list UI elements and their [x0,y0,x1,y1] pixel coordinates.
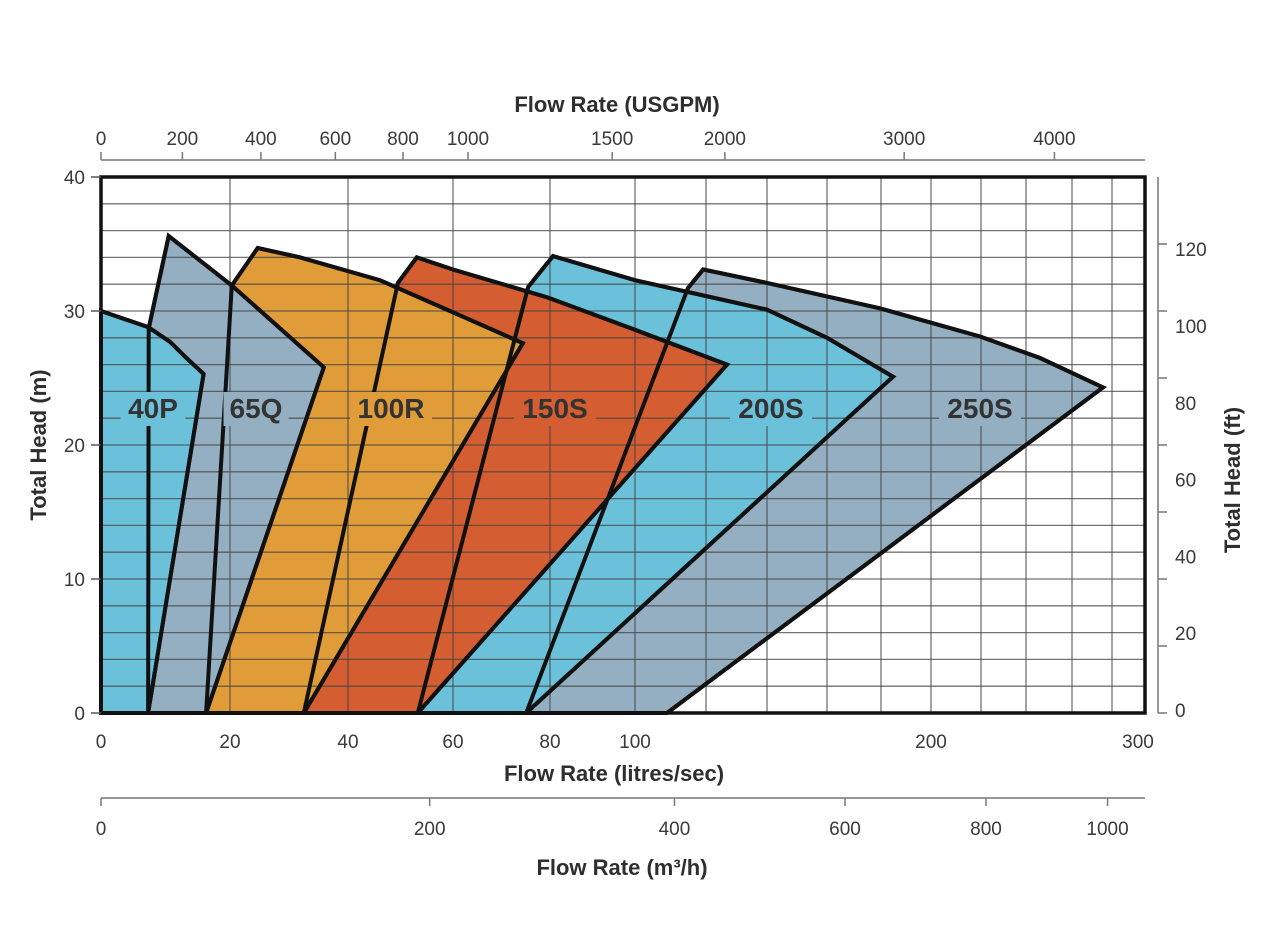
bottom2-axis-tick-label: 600 [829,819,861,840]
pump-label-bg-250s [939,392,1021,426]
bottom2-axis-title: Flow Rate (m³/h) [536,855,707,880]
bottom-axis-tick-label: 80 [539,732,560,753]
left-axis-title: Total Head (m) [26,369,51,520]
right-axis-tick-label: 80 [1175,394,1196,415]
pump-label-100r: 100R [358,393,425,424]
left-axis-tick-label: 0 [74,704,85,725]
right-axis-tick-label: 60 [1175,471,1196,492]
top-axis-tick-label: 1000 [447,129,489,150]
bottom2-axis-tick-label: 0 [96,819,107,840]
pump-label-65q: 65Q [230,393,283,424]
top-axis-tick-label: 2000 [704,129,746,150]
right-axis-tick-label: 0 [1175,701,1186,722]
pump-label-250s: 250S [947,393,1012,424]
right-axis-tick-label: 100 [1175,317,1207,338]
bottom-axis-tick-label: 60 [442,732,463,753]
bottom-axis-tick-label: 20 [219,732,240,753]
top-axis-title: Flow Rate (USGPM) [514,92,719,117]
top-axis-tick-label: 200 [167,129,199,150]
bottom2-axis-tick-label: 200 [414,819,446,840]
bottom-axis-tick-label: 100 [619,732,651,753]
right-axis-tick-label: 120 [1175,240,1207,261]
pump-label-bg-100r [350,392,432,426]
bottom2-axis-tick-label: 400 [659,819,691,840]
bottom-axis-tick-label: 300 [1122,732,1154,753]
pump-labels: 250S 200S 150S 100R 65Q 40P [120,392,1021,426]
top-axis-tick-label: 400 [245,129,277,150]
top-axis-tick-label: 600 [319,129,351,150]
pump-label-bg-150s [514,392,596,426]
top-axis-tick-label: 800 [387,129,419,150]
bottom-axis-title: Flow Rate (litres/sec) [504,761,724,786]
bottom2-axis-tick-label: 800 [970,819,1002,840]
left-axis-tick-label: 30 [64,302,85,323]
pump-label-200s: 200S [738,393,803,424]
right-axis-tick-label: 40 [1175,547,1196,568]
pump-label-bg-40p [120,392,186,426]
left-axis-tick-label: 40 [64,168,85,189]
pump-label-bg-200s [730,392,812,426]
right-axis-title: Total Head (ft) [1220,407,1245,553]
top-axis-tick-label: 3000 [883,129,925,150]
bottom-axis-tick-label: 40 [337,732,358,753]
top-axis-tick-label: 1500 [591,129,633,150]
pump-label-bg-65q [223,392,289,426]
top-axis-tick-label: 0 [96,129,107,150]
bottom2-axis-tick-label: 1000 [1086,819,1128,840]
left-axis-tick-label: 20 [64,436,85,457]
right-axis-tick-label: 20 [1175,624,1196,645]
pump-label-40p: 40P [128,393,178,424]
bottom-axis-tick-label: 200 [915,732,947,753]
pump-label-150s: 150S [522,393,587,424]
grid [101,177,1145,713]
bottom-axis-tick-label: 0 [96,732,107,753]
top-axis-tick-label: 4000 [1033,129,1075,150]
left-axis-tick-label: 10 [64,570,85,591]
